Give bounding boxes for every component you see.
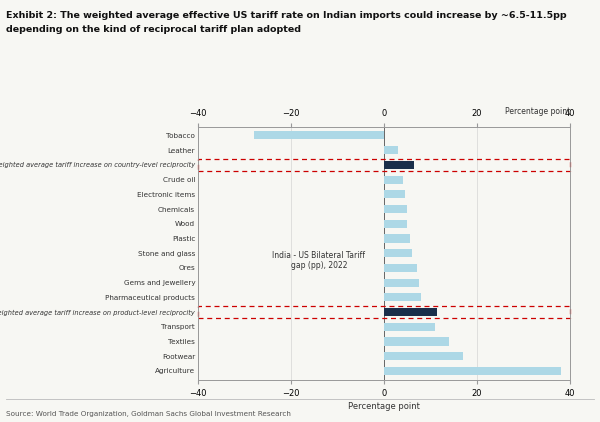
Bar — [384, 190, 405, 198]
Bar — [384, 367, 561, 375]
Bar — [384, 205, 407, 213]
Bar — [198, 159, 570, 171]
Bar — [384, 235, 410, 243]
Text: depending on the kind of reciprocal tariff plan adopted: depending on the kind of reciprocal tari… — [6, 25, 301, 34]
Bar — [384, 279, 419, 287]
Bar — [384, 220, 407, 228]
Bar — [384, 323, 435, 331]
Bar — [384, 352, 463, 360]
Bar — [384, 146, 398, 154]
X-axis label: Percentage point: Percentage point — [348, 402, 420, 411]
Bar — [384, 338, 449, 346]
Bar — [384, 249, 412, 257]
Bar — [384, 176, 403, 184]
Bar — [198, 306, 570, 318]
Bar — [384, 264, 416, 272]
Text: India - US Bilateral Tariff
gap (pp), 2022: India - US Bilateral Tariff gap (pp), 20… — [272, 251, 365, 270]
Text: Exhibit 2: The weighted average effective US tariff rate on Indian imports could: Exhibit 2: The weighted average effectiv… — [6, 11, 566, 19]
Bar — [384, 161, 414, 169]
Bar — [384, 308, 437, 316]
Text: Percentage point: Percentage point — [505, 107, 570, 116]
Bar — [384, 293, 421, 301]
Bar — [254, 131, 384, 140]
Text: Source: World Trade Organization, Goldman Sachs Global Investment Research: Source: World Trade Organization, Goldma… — [6, 411, 291, 417]
